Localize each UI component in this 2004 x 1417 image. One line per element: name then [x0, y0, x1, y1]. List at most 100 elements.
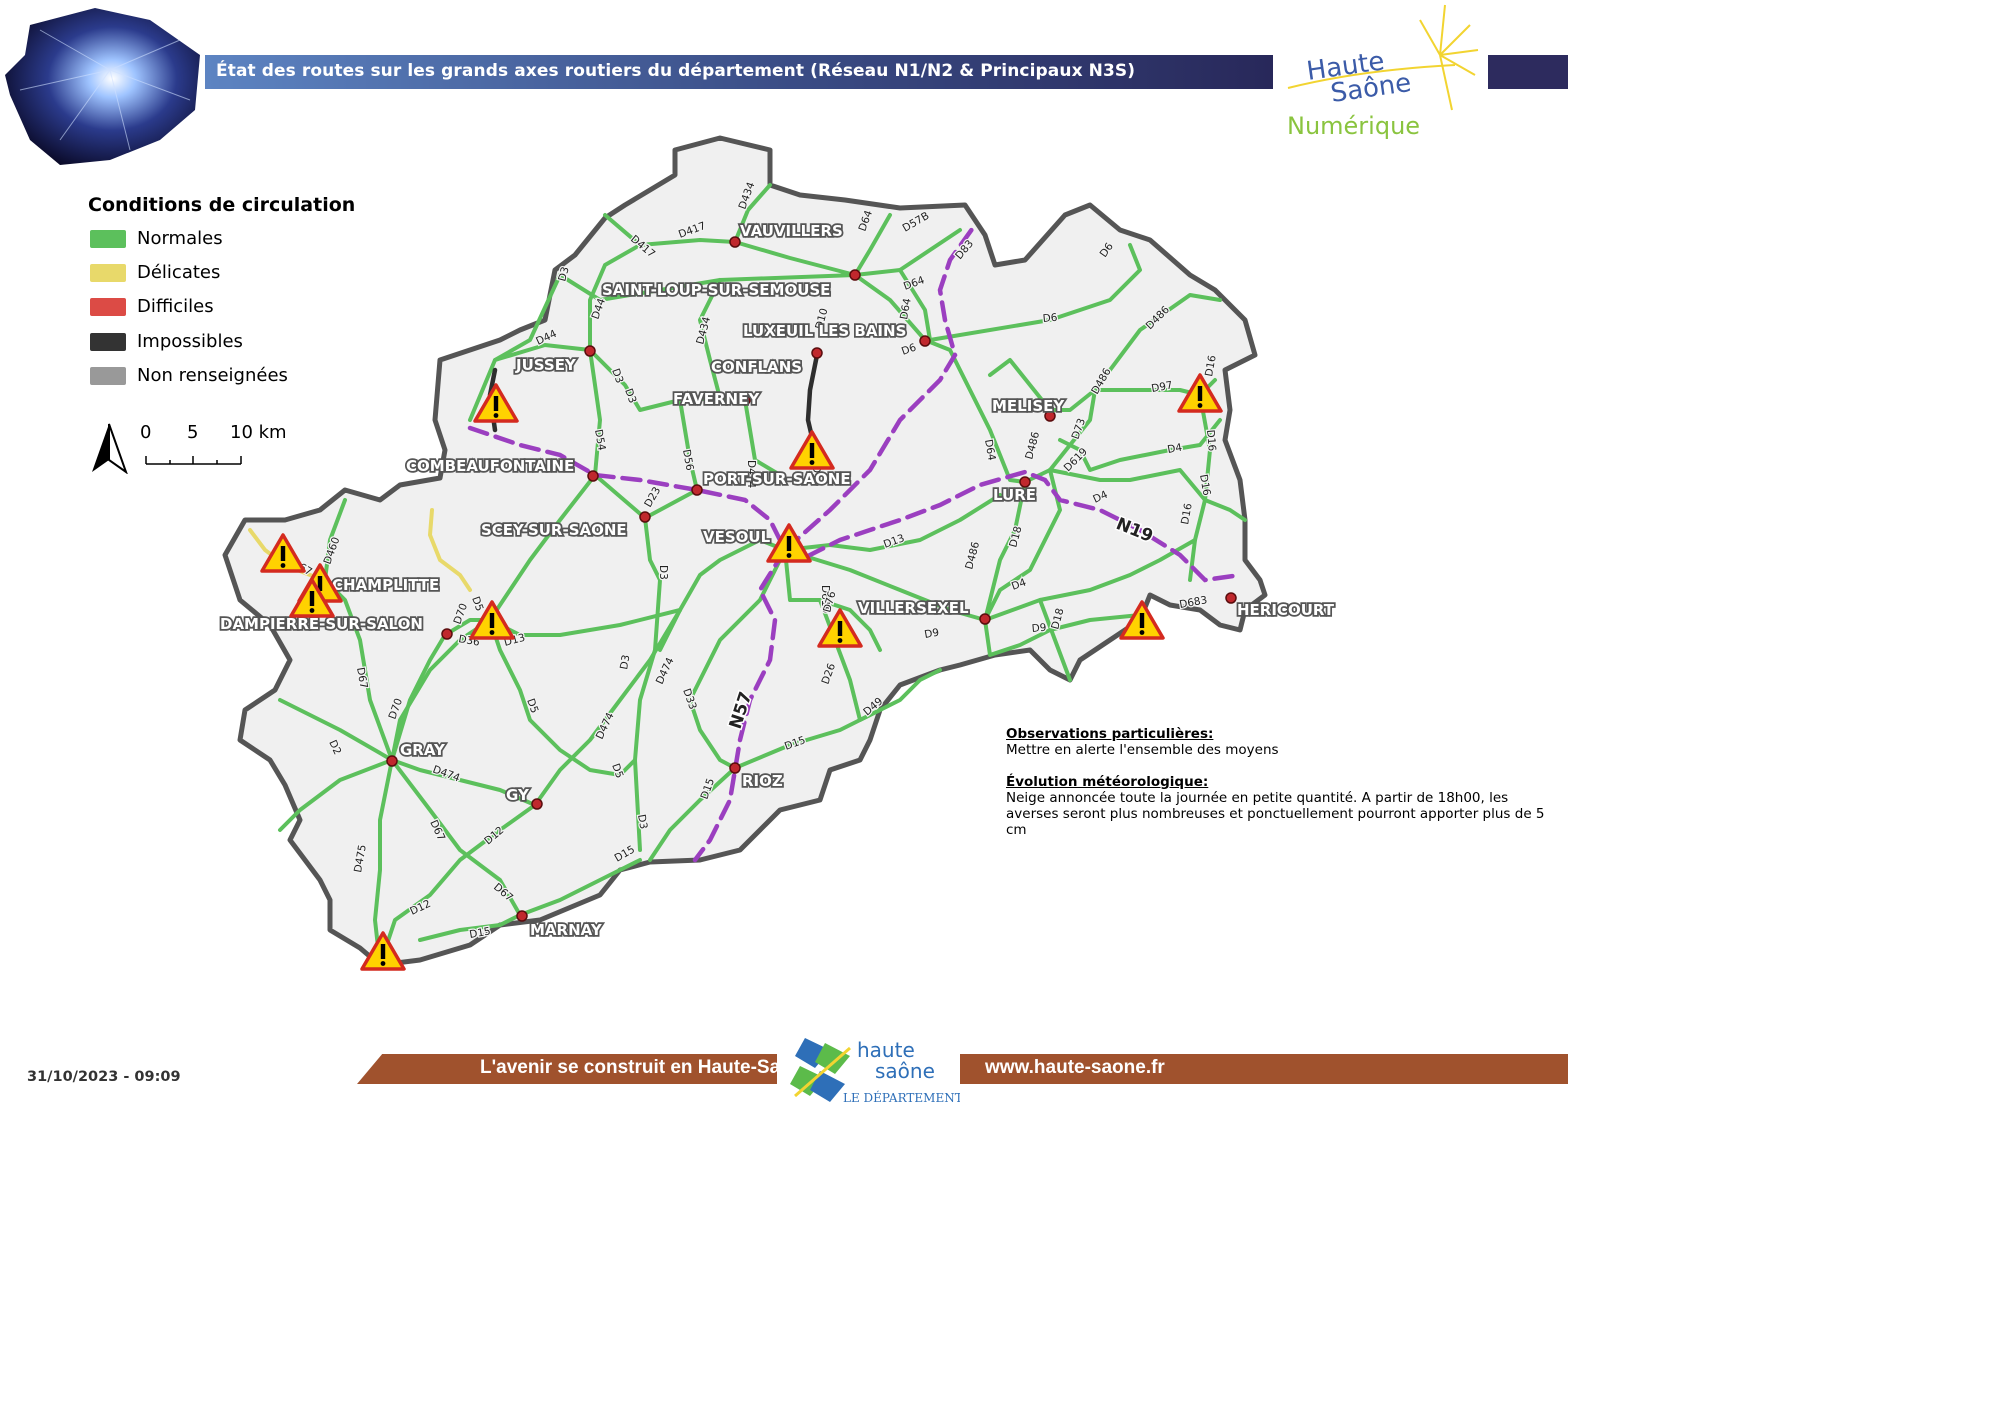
town-label-marnay: MARNAY — [530, 921, 603, 939]
town-label-champlitte: CHAMPLITTE — [332, 576, 439, 594]
legend-swatch — [90, 298, 126, 316]
warning-sign-icon — [766, 523, 812, 563]
warning-sign-icon — [360, 931, 406, 971]
scale-label-10km: 10 km — [230, 422, 287, 443]
legend-label: Difficiles — [137, 296, 214, 317]
website-link[interactable]: www.haute-saone.fr — [985, 1057, 1165, 1078]
town-marker-lure — [1019, 476, 1031, 488]
legend-swatch — [90, 333, 126, 351]
town-marker-gray — [386, 755, 398, 767]
town-label-luxeuil-les-bains: LUXEUIL LES BAINS — [743, 322, 906, 340]
town-label-hericourt: HERICOURT — [1237, 601, 1335, 619]
weather-heading: Évolution météorologique: — [1006, 774, 1209, 790]
town-label-rioz: RIOZ — [742, 772, 783, 790]
road-label-d9: D9 — [1031, 622, 1047, 635]
road-label-d3: D3 — [556, 265, 571, 282]
legend-title: Conditions de circulation — [88, 194, 356, 216]
road-label-d4: D4 — [1166, 442, 1183, 456]
road-label-d16: D16 — [1179, 502, 1195, 526]
legend-swatch — [90, 264, 126, 282]
scale-bar: 0 5 10 km — [140, 422, 287, 465]
title-end-bar — [1488, 55, 1568, 89]
road-label-d3: D3 — [618, 654, 632, 671]
slogan-bar — [357, 1054, 777, 1084]
town-label-villersexel: VILLERSEXEL — [858, 599, 969, 617]
legend-label: Normales — [137, 228, 223, 249]
scale-label-5: 5 — [187, 422, 198, 443]
town-marker-jussey — [584, 345, 596, 357]
town-marker-marnay — [516, 910, 528, 922]
warning-sign-icon — [1119, 600, 1165, 640]
town-label-gy: GY — [506, 786, 530, 804]
town-marker-port-sur-saone — [691, 484, 703, 496]
town-label-faverney: FAVERNEY — [673, 390, 760, 408]
weather-text: Neige annoncée toute la journée en petit… — [1006, 790, 1545, 838]
timestamp: 31/10/2023 - 09:09 — [27, 1069, 181, 1085]
observations-text: Mettre en alerte l'ensemble des moyens — [1006, 742, 1279, 758]
road-label-d15: D15 — [468, 925, 491, 941]
town-marker-hericourt — [1225, 592, 1237, 604]
town-label-scey-sur-saone: SCEY-SUR-SAONE — [481, 521, 627, 539]
dept-logo-departement: LE DÉPARTEMENT — [843, 1090, 960, 1105]
warning-sign-icon — [289, 578, 335, 618]
town-label-saint-loup-sur-semouse: SAINT-LOUP-SUR-SEMOUSE — [602, 281, 830, 299]
road-label-d64: D64 — [982, 438, 998, 462]
town-labels: VAUVILLERS SAINT-LOUP-SUR-SEMOUSE LUXEUIL … — [218, 220, 1336, 941]
town-label-port-sur-saone: PORT-SUR-SAONE — [703, 470, 851, 488]
town-marker-saint-loup-sur-semouse — [849, 269, 861, 281]
town-marker-vauvillers — [729, 236, 741, 248]
road-label-d56: D56 — [680, 448, 696, 472]
road-label-d64: D64 — [898, 297, 914, 321]
road-label-d16: D16 — [1197, 473, 1213, 497]
road-label-d9: D9 — [923, 627, 940, 641]
title-bar — [205, 55, 1273, 89]
town-marker-faverney — [739, 394, 751, 406]
town-marker-villersexel — [979, 613, 991, 625]
road-label-d3: D3 — [657, 565, 669, 580]
town-label-jussey: JUSSEY — [515, 356, 577, 374]
town-label-dampierre-sur-salon: DAMPIERRE-SUR-SALON — [220, 615, 423, 633]
legend-label: Délicates — [137, 262, 221, 283]
road-label-d434: D434 — [745, 460, 757, 488]
warning-sign-icon — [469, 600, 515, 640]
warning-sign-icon — [473, 383, 519, 423]
observations-heading: Observations particulières: — [1006, 726, 1214, 742]
department-logo: haute saône LE DÉPARTEMENT — [790, 1038, 960, 1105]
warning-sign-icon — [789, 430, 835, 470]
warning-sign-icon — [260, 533, 306, 573]
scale-label-0: 0 — [140, 422, 151, 443]
road-label-d16: D16 — [1204, 429, 1218, 452]
town-marker-scey-sur-saone — [639, 511, 651, 523]
haute-saone-numerique-logo: Haute Saône — [1287, 4, 1479, 111]
website-bar — [960, 1054, 1568, 1084]
town-label-gray: GRAY — [400, 741, 446, 759]
warning-signs — [260, 373, 1223, 971]
slogan-text: L'avenir se construit en Haute-Saône — [480, 1057, 814, 1078]
town-label-vesoul: VESOUL — [703, 528, 771, 546]
road-label-d619: D619 — [819, 585, 831, 613]
town-marker-melisey — [1044, 410, 1056, 422]
dept-logo-haute: haute — [857, 1038, 915, 1062]
road-label-d67: D67 — [354, 666, 370, 689]
road-label-d16: D16 — [1203, 354, 1219, 378]
roads-normal — [278, 183, 1247, 967]
town-marker-dampierre-sur-salon — [441, 628, 453, 640]
town-marker-gy — [531, 798, 543, 810]
fiber-optic-logo-art — [5, 8, 200, 165]
road-label-d3: D3 — [635, 813, 649, 830]
legend-swatch — [90, 367, 126, 385]
town-marker-conflans — [811, 347, 823, 359]
road-label-d6: D6 — [1042, 312, 1058, 325]
town-label-combeaufontaine: COMBEAUFONTAINE — [406, 457, 574, 475]
town-label-vauvillers: VAUVILLERS — [740, 222, 843, 240]
logo-line-numerique: Numérique — [1287, 112, 1421, 140]
page-title: État des routes sur les grands axes rout… — [216, 61, 1136, 81]
legend-label: Impossibles — [137, 331, 243, 352]
north-arrow-icon — [92, 423, 128, 474]
road-label-d97: D97 — [1150, 379, 1173, 395]
department-territory — [222, 135, 1268, 968]
warning-sign-icon — [817, 608, 863, 648]
dept-logo-saone: saône — [875, 1059, 935, 1083]
town-label-lure: LURE — [993, 486, 1036, 504]
